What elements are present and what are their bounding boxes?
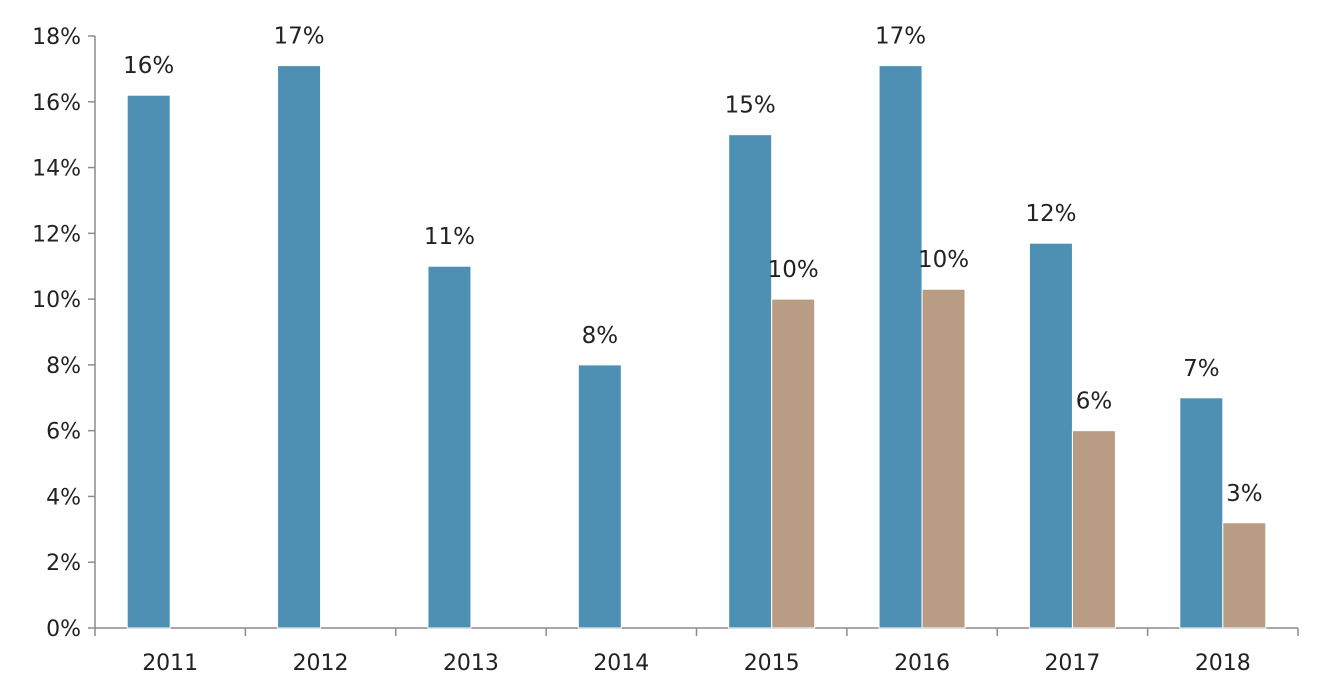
data-label-2015-series-2: 10%: [768, 257, 819, 283]
x-tick-label: 2017: [1044, 651, 1100, 676]
y-tick-label: 16%: [32, 91, 81, 116]
bar-2016-series-2: [921, 288, 966, 629]
data-label-2017-series-1: 12%: [1025, 201, 1076, 227]
data-label-2014-series-1: 8%: [582, 323, 619, 349]
data-label-2016-series-1: 17%: [875, 24, 926, 50]
bar-2011-series-1: [126, 94, 171, 629]
data-label-2011-series-1: 16%: [123, 53, 174, 79]
y-tick-label: 18%: [32, 25, 81, 50]
bar-2015-series-1: [728, 134, 773, 629]
data-labels: 16% 17% 11% 8% 15% 10% 17% 10% 12% 6% 7% 3%: [123, 24, 1262, 507]
bar-2017-series-1: [1028, 242, 1073, 629]
bar-2014-series-1: [577, 364, 622, 629]
y-tick-label: 4%: [46, 485, 81, 510]
bars: [126, 65, 1267, 629]
y-tick-label: 0%: [46, 617, 81, 642]
data-label-2018-series-1: 7%: [1183, 356, 1220, 382]
x-tick-label: 2013: [443, 651, 499, 676]
bar-2015-series-2: [771, 298, 816, 629]
bar-2013-series-1: [427, 265, 472, 629]
bar-2018-series-1: [1179, 397, 1224, 629]
bar-2018-series-2: [1222, 522, 1267, 629]
y-tick-label: 12%: [32, 222, 81, 247]
data-label-2016-series-2: 10%: [918, 247, 969, 273]
x-tick-label: 2012: [293, 651, 349, 676]
x-tick-label: 2016: [894, 651, 950, 676]
y-axis: 0% 2% 4% 6% 8% 10% 12% 14% 16% 18%: [32, 25, 96, 642]
data-label-2018-series-2: 3%: [1226, 481, 1263, 507]
x-tick-label: 2015: [744, 651, 800, 676]
data-label-2013-series-1: 11%: [424, 224, 475, 250]
x-axis: 2011 2012 2013 2014 2015 2016 2017 2018: [94, 627, 1299, 676]
bar-2016-series-1: [878, 65, 923, 629]
bar-2017-series-2: [1071, 430, 1116, 629]
data-label-2015-series-1: 15%: [725, 93, 776, 119]
data-label-2012-series-1: 17%: [274, 24, 325, 50]
x-tick-label: 2011: [142, 651, 198, 676]
y-tick-label: 6%: [46, 420, 81, 445]
bar-2012-series-1: [277, 65, 322, 629]
x-tick-label: 2014: [593, 651, 649, 676]
y-tick-label: 2%: [46, 551, 81, 576]
y-tick-label: 10%: [32, 288, 81, 313]
data-label-2017-series-2: 6%: [1076, 389, 1113, 415]
x-tick-label: 2018: [1195, 651, 1251, 676]
y-tick-label: 8%: [46, 354, 81, 379]
y-tick-label: 14%: [32, 157, 81, 182]
